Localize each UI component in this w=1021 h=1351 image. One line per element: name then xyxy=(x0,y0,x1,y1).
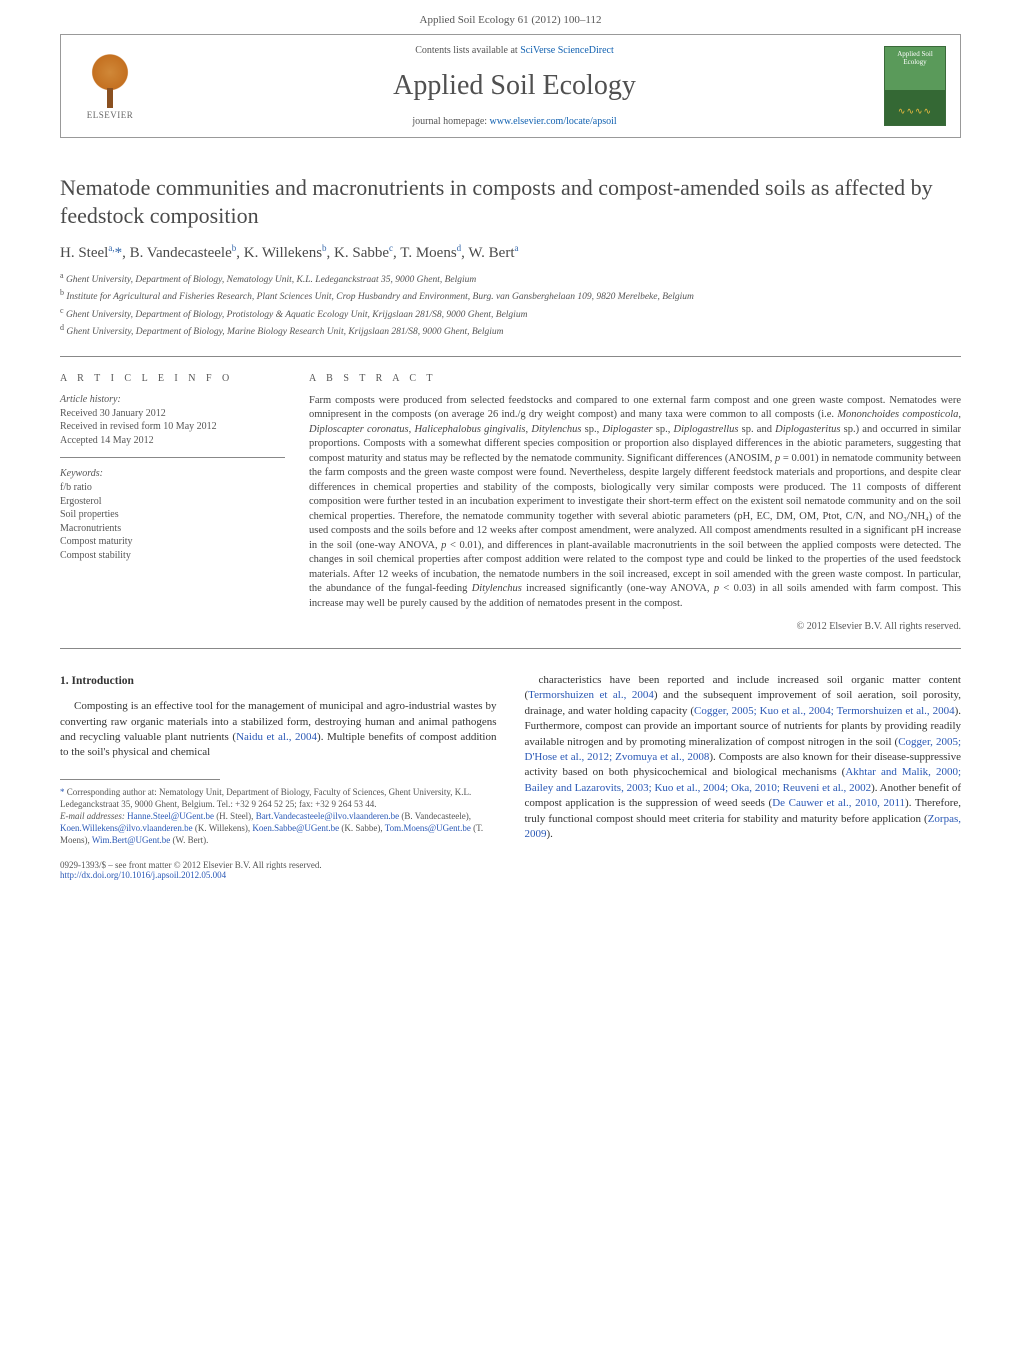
article-history: Article history: Received 30 January 201… xyxy=(60,394,285,459)
abstract-text: Farm composts were produced from selecte… xyxy=(309,394,961,611)
article-title: Nematode communities and macronutrients … xyxy=(60,174,961,229)
divider xyxy=(60,648,961,649)
contents-prefix: Contents lists available at xyxy=(415,45,520,56)
masthead-center: Contents lists available at SciVerse Sci… xyxy=(145,45,884,127)
footnotes: * Corresponding author at: Nematology Un… xyxy=(60,786,497,847)
keyword: Compost stability xyxy=(60,549,285,563)
article-info-col: a r t i c l e i n f o Article history: R… xyxy=(60,357,285,632)
cover-decor-icon: ∿∿∿∿ xyxy=(885,106,945,117)
keyword: Compost maturity xyxy=(60,535,285,549)
elsevier-tree-icon xyxy=(85,53,135,108)
history-item: Accepted 14 May 2012 xyxy=(60,434,285,448)
keyword: Macronutrients xyxy=(60,522,285,536)
sciencedirect-link[interactable]: SciVerse ScienceDirect xyxy=(520,45,614,56)
elsevier-label: ELSEVIER xyxy=(87,110,134,120)
affiliations: a Ghent University, Department of Biolog… xyxy=(60,270,961,340)
journal-masthead: ELSEVIER Contents lists available at Sci… xyxy=(60,34,961,138)
homepage-prefix: journal homepage: xyxy=(412,116,489,127)
contents-line: Contents lists available at SciVerse Sci… xyxy=(145,45,884,56)
elsevier-logo: ELSEVIER xyxy=(75,46,145,126)
abstract-copyright: © 2012 Elsevier B.V. All rights reserved… xyxy=(309,621,961,632)
author-list: H. Steela,*, B. Vandecasteeleb, K. Wille… xyxy=(60,243,961,262)
keyword: f/b ratio xyxy=(60,481,285,495)
history-item: Received 30 January 2012 xyxy=(60,407,285,421)
history-item: Received in revised form 10 May 2012 xyxy=(60,420,285,434)
intro-paragraph: characteristics have been reported and i… xyxy=(525,673,962,842)
keyword: Soil properties xyxy=(60,508,285,522)
homepage-link[interactable]: www.elsevier.com/locate/apsoil xyxy=(490,116,617,127)
intro-paragraph: Composting is an effective tool for the … xyxy=(60,699,497,761)
front-matter-line: 0929-1393/$ – see front matter © 2012 El… xyxy=(60,860,961,870)
cover-title: Applied Soil Ecology xyxy=(885,51,945,66)
page-footer: 0929-1393/$ – see front matter © 2012 El… xyxy=(60,860,961,880)
abstract-label: a b s t r a c t xyxy=(309,373,961,384)
left-column: 1. Introduction Composting is an effecti… xyxy=(60,673,497,846)
abstract-col: a b s t r a c t Farm composts were produ… xyxy=(309,357,961,632)
article-info-label: a r t i c l e i n f o xyxy=(60,373,285,384)
journal-cover-thumb: Applied Soil Ecology ∿∿∿∿ xyxy=(884,46,946,126)
right-column: characteristics have been reported and i… xyxy=(525,673,962,846)
info-abstract-row: a r t i c l e i n f o Article history: R… xyxy=(60,357,961,632)
history-label: Article history: xyxy=(60,394,285,405)
footnotes-divider xyxy=(60,779,220,780)
keywords-label: Keywords: xyxy=(60,468,285,479)
journal-name: Applied Soil Ecology xyxy=(145,70,884,102)
running-header: Applied Soil Ecology 61 (2012) 100–112 xyxy=(0,0,1021,34)
homepage-line: journal homepage: www.elsevier.com/locat… xyxy=(145,116,884,127)
keyword: Ergosterol xyxy=(60,495,285,509)
doi-link[interactable]: http://dx.doi.org/10.1016/j.apsoil.2012.… xyxy=(60,870,226,880)
section-heading: 1. Introduction xyxy=(60,673,497,689)
body-columns: 1. Introduction Composting is an effecti… xyxy=(60,673,961,846)
